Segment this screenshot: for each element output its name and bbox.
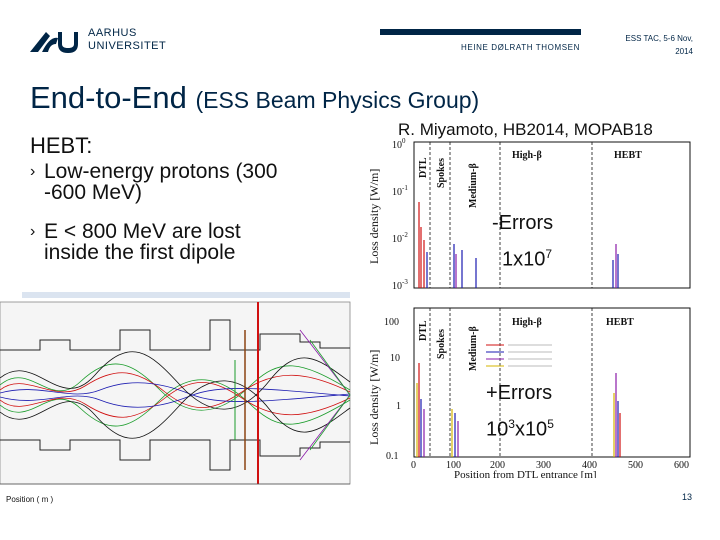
bullet-marker-icon: › [30, 223, 36, 240]
plot-bot-region-dtl: DTL [418, 320, 429, 341]
bullet-2-line2: inside the first dipole [44, 241, 236, 264]
plot-bot-xtick-6: 600 [674, 460, 689, 471]
loss-plot-no-errors: Loss density [W/m] 100 10-1 10-2 10-3 DT… [367, 137, 691, 292]
plot-top-ylabel: Loss density [W/m] [367, 169, 381, 264]
loss-plot-with-errors: Loss density [W/m] 100 10 1 0.1 DTL Spok… [367, 307, 691, 478]
presenter-name: HEINE DØLRATH THOMSEN [461, 43, 580, 52]
plot-bot-ylabel: Loss density [W/m] [367, 350, 381, 445]
plot-bot-ytick-2: 1 [396, 401, 401, 412]
plot-bot-ytick-3: 0.1 [386, 451, 399, 462]
title-main: End-to-End [30, 80, 187, 115]
plot-top-region-dtl: DTL [418, 157, 429, 178]
plot-bot-ytick-1: 10 [390, 353, 400, 364]
plot-bot-xtick-5: 500 [628, 460, 643, 471]
plot-bot-region-spokes: Spokes [436, 329, 447, 359]
plot-bot-xlabel: Position from DTL entrance [m] [454, 469, 597, 478]
plot-top-region-hebt: HEBT [614, 150, 642, 161]
event-line1: ESS TAC, 5-6 Nov, [625, 34, 693, 43]
aarhus-logo-icon [30, 32, 78, 53]
section-heading: HEBT: [30, 133, 93, 158]
plot-top-ytick-2: 10-2 [392, 231, 408, 245]
citation: R. Miyamoto, HB2014, MOPAB18 [398, 120, 653, 139]
sim-xlabel: Position ( m ) [6, 495, 53, 504]
plot-bot-region-hebt: HEBT [606, 317, 634, 328]
university-name: AARHUS UNIVERSITET [88, 27, 166, 53]
plot-top-ytick-3: 10-3 [392, 278, 408, 292]
plot-bot-legend [486, 344, 552, 367]
bullet-marker-icon: › [30, 163, 36, 180]
plot-top-ytick-1: 10-1 [392, 184, 408, 198]
plot-top-region-medium: Medium-β [468, 163, 479, 208]
plot-bot-xtick-3: 300 [536, 460, 551, 471]
annotation-plus-errors: +Errors [486, 382, 553, 404]
plot-top-region-spokes: Spokes [436, 158, 447, 188]
plot-bot-frame [413, 307, 691, 458]
bullet-2-line1: E < 800 MeV are lost [44, 220, 241, 243]
plot-bot-xtick-2: 200 [490, 460, 505, 471]
event-line2: 2014 [675, 47, 693, 56]
beam-envelope-plot: Position ( m ) [0, 290, 353, 512]
annotation-count-2: 103x105 [486, 417, 554, 441]
bullet-1-line2: -600 MeV) [44, 181, 143, 204]
bullet-1-line1: Low-energy protons (300 [44, 160, 278, 183]
plot-bot-xtick-0: 0 [411, 460, 416, 471]
annotation-count-1: 1x107 [502, 247, 553, 271]
university-line2: UNIVERSITET [88, 40, 167, 52]
plot-bot-xtick-1: 100 [446, 460, 461, 471]
university-line1: AARHUS [88, 27, 137, 39]
plot-top-yticks: 100 10-1 10-2 10-3 [392, 137, 408, 292]
plot-top-frame [413, 141, 691, 289]
plot-top-ytick-0: 100 [392, 137, 406, 151]
page-number: 13 [681, 492, 692, 502]
bullet-low-energy: › Low-energy protons (300 -600 MeV) [30, 161, 360, 203]
title-sub: (ESS Beam Physics Group) [195, 87, 480, 113]
annotation-minus-errors: -Errors [492, 212, 554, 234]
bullet-lost-dipole: › E < 800 MeV are lost inside the first d… [30, 221, 360, 263]
header-bar [380, 29, 581, 35]
plot-top-region-high: High-β [512, 150, 542, 161]
plot-bot-region-high: High-β [512, 317, 542, 328]
plot-bot-ytick-0: 100 [384, 317, 399, 328]
event-info: ESS TAC, 5-6 Nov, 2014 [590, 32, 693, 58]
plot-bot-xtick-4: 400 [582, 460, 597, 471]
slide-title: End-to-End (ESS Beam Physics Group) [30, 80, 479, 116]
plot-bot-region-medium: Medium-β [468, 326, 479, 371]
